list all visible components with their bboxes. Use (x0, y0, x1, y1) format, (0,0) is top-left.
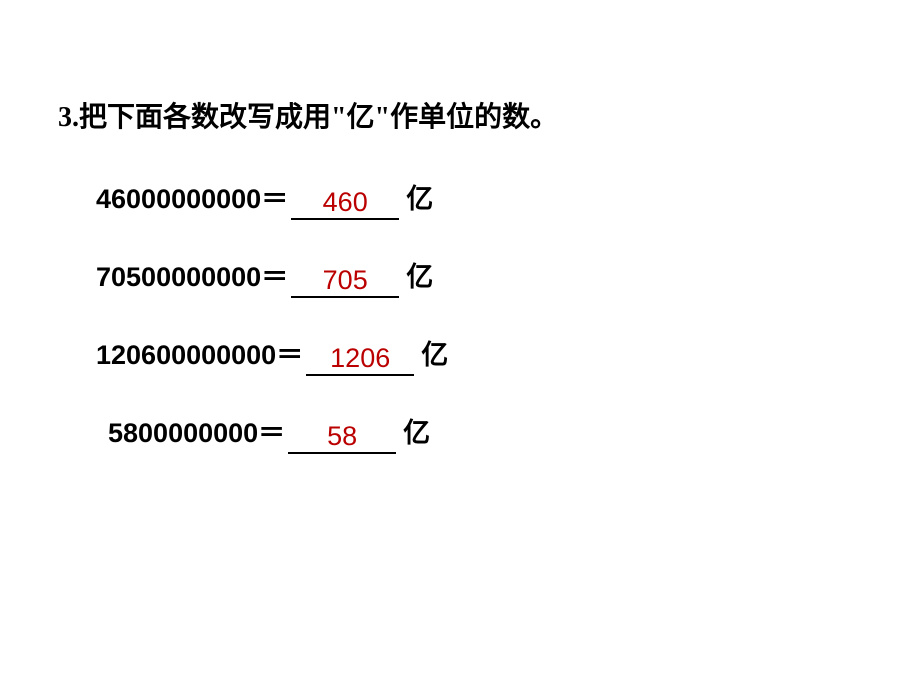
problems-list: 46000000000＝460亿 70500000000＝705亿 120600… (58, 177, 558, 451)
problem-2-number: 70500000000 (96, 262, 261, 293)
problem-1-number: 46000000000 (96, 184, 261, 215)
problem-3-answer: 1206 (306, 343, 414, 376)
question-title: 3.把下面各数改写成用"亿"作单位的数。 (58, 95, 558, 135)
content-area: 3.把下面各数改写成用"亿"作单位的数。 46000000000＝460亿 70… (58, 95, 558, 489)
problem-1-equals: ＝ (261, 177, 288, 216)
problem-4-unit: 亿 (403, 411, 430, 450)
problem-3-number: 120600000000 (96, 340, 276, 371)
problem-1: 46000000000＝460亿 (96, 177, 558, 217)
problem-4-answer: 58 (288, 421, 396, 454)
problem-4: 5800000000＝58亿 (96, 411, 558, 451)
problem-1-answer: 460 (291, 187, 399, 220)
problem-1-unit: 亿 (406, 177, 433, 216)
problem-2-answer: 705 (291, 265, 399, 298)
question-number: 3. (58, 102, 79, 133)
problem-3: 120600000000＝1206亿 (96, 333, 558, 373)
problem-2-unit: 亿 (406, 255, 433, 294)
problem-3-unit: 亿 (421, 333, 448, 372)
problem-4-equals: ＝ (258, 411, 285, 450)
problem-2-equals: ＝ (261, 255, 288, 294)
question-text: 把下面各数改写成用"亿"作单位的数。 (79, 102, 558, 133)
problem-3-equals: ＝ (276, 333, 303, 372)
problem-4-number: 5800000000 (108, 418, 258, 449)
problem-2: 70500000000＝705亿 (96, 255, 558, 295)
